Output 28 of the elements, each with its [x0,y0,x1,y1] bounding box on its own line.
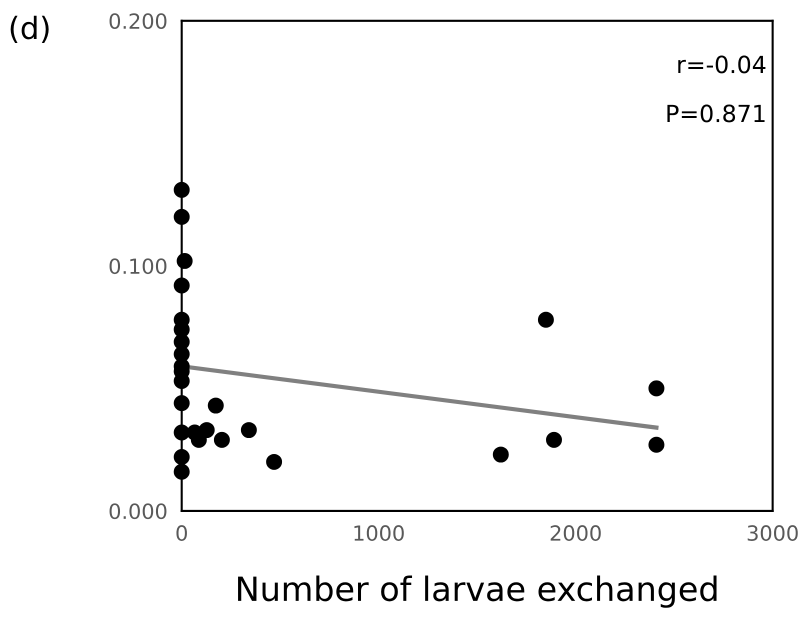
point [174,395,190,412]
x-tick-label: 1000 [354,525,404,541]
point [176,252,193,269]
x-tick-label: 0 [176,525,187,541]
x-axis-title: Number of larvae exchanged [238,576,717,608]
point [174,424,190,440]
point [266,454,282,470]
point [492,446,509,463]
point [546,432,562,448]
annotation: r=-0.04 [678,56,766,74]
x-tick-label: 2000 [550,525,601,541]
point [174,449,190,465]
point [240,422,257,438]
point [214,432,230,448]
point [648,436,664,453]
point [174,277,190,294]
y-tick-label: 0.200 [110,13,166,29]
point [174,464,190,480]
text: (d) [10,16,49,43]
y-tick-label: 0.000 [110,503,166,520]
point [174,208,190,225]
point [648,380,664,396]
point [208,398,224,414]
x-tick-label: 3000 [748,525,798,541]
point [174,182,190,198]
y-tick-label: 0.100 [110,258,166,274]
point [538,312,554,328]
annotation: P=0.871 [667,104,765,122]
